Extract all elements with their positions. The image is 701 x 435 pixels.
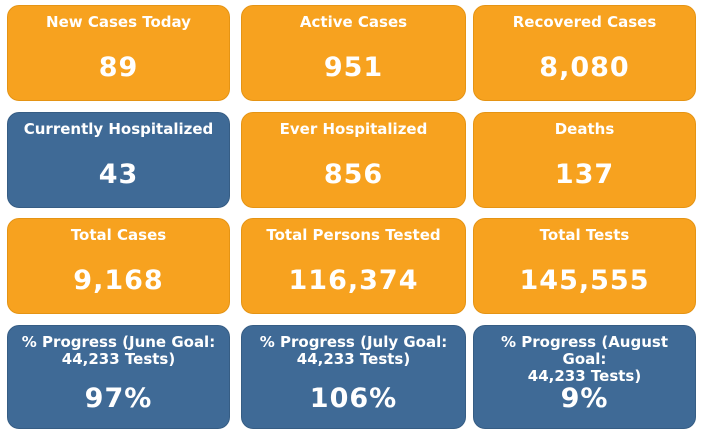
tile-progress-august: % Progress (August Goal: 44,233 Tests) 9… [473,325,696,429]
tile-new-cases-today: New Cases Today 89 [7,5,230,101]
tile-label: Active Cases [299,13,408,31]
tile-deaths: Deaths 137 [473,112,696,208]
tile-total-cases: Total Cases 9,168 [7,218,230,314]
tile-value: 97% [84,383,153,414]
tile-value: 89 [98,52,139,83]
tile-label: % Progress (August Goal: 44,233 Tests) [501,333,668,385]
tile-value: 951 [323,52,384,83]
tile-value: 9% [560,383,609,414]
tile-label: Recovered Cases [512,13,657,31]
tile-value: 137 [554,159,615,190]
tile-value: 106% [309,383,398,414]
tile-value: 8,080 [539,52,630,83]
tile-label: Total Persons Tested [266,226,441,244]
tile-total-persons-tested: Total Persons Tested 116,374 [241,218,466,314]
tile-label: Deaths [554,120,615,138]
tile-ever-hospitalized: Ever Hospitalized 856 [241,112,466,208]
tile-recovered-cases: Recovered Cases 8,080 [473,5,696,101]
tile-label: Currently Hospitalized [23,120,214,138]
tile-label: Total Tests [539,226,630,244]
tile-value: 856 [323,159,384,190]
tile-value: 43 [98,159,139,190]
tile-label: % Progress (June Goal: 44,233 Tests) [21,333,216,368]
tile-currently-hospitalized: Currently Hospitalized 43 [7,112,230,208]
tile-value: 116,374 [288,265,419,296]
tile-label: Total Cases [70,226,167,244]
tile-total-tests: Total Tests 145,555 [473,218,696,314]
tile-progress-june: % Progress (June Goal: 44,233 Tests) 97% [7,325,230,429]
tile-label: New Cases Today [46,13,191,31]
tile-label: % Progress (July Goal: 44,233 Tests) [259,333,448,368]
tile-progress-july: % Progress (July Goal: 44,233 Tests) 106… [241,325,466,429]
tile-value: 145,555 [519,265,650,296]
tile-active-cases: Active Cases 951 [241,5,466,101]
tile-label: Ever Hospitalized [279,120,428,138]
tile-value: 9,168 [73,265,164,296]
